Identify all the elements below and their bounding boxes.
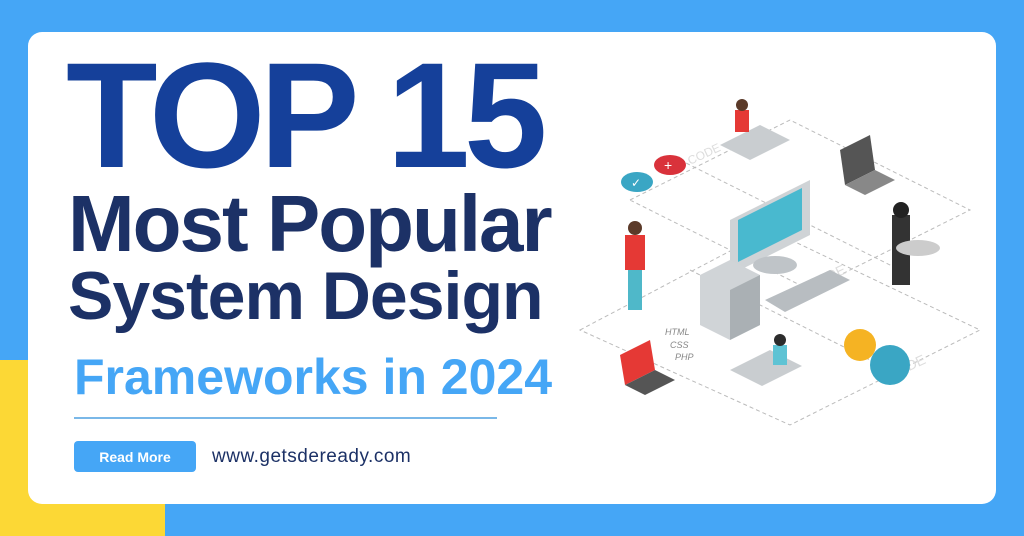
hooded-person — [892, 202, 940, 285]
svg-text:PHP: PHP — [675, 352, 694, 362]
laptop-bottom-left: HTML CSS PHP — [620, 327, 694, 395]
keyboard-icon — [765, 270, 850, 312]
laptop-top-right — [840, 135, 895, 195]
divider-line — [74, 417, 497, 419]
svg-text:CSS: CSS — [670, 340, 689, 350]
headline-most-popular: Most Popular — [68, 179, 553, 268]
svg-text:✓: ✓ — [631, 176, 641, 190]
website-link[interactable]: www.getsdeready.com — [212, 446, 412, 467]
svg-text:+: + — [664, 157, 672, 173]
banner-card — [28, 32, 996, 504]
headline-frameworks-2024: Frameworks in 2024 — [74, 349, 553, 405]
plus-button-icon: + — [654, 155, 686, 175]
check-button-icon: ✓ — [621, 172, 653, 192]
headline-top-15: TOP 15 — [66, 31, 547, 199]
gear-yellow-icon — [844, 329, 876, 361]
svg-text:HTML: HTML — [665, 327, 690, 337]
headline-system-design: System Design — [68, 258, 544, 334]
system-design-illustration: CODE CODE CODE ✓ + HTML CSS PHP — [578, 99, 982, 426]
monitor-icon — [730, 180, 810, 275]
gear-blue-icon — [870, 345, 910, 385]
read-more-button[interactable]: Read More — [74, 441, 196, 472]
standing-person — [625, 221, 645, 310]
desk-person-top — [720, 99, 790, 160]
desk-person-bottom — [730, 334, 802, 386]
server-tower-icon — [700, 260, 760, 340]
svg-text:CODE: CODE — [685, 140, 722, 167]
